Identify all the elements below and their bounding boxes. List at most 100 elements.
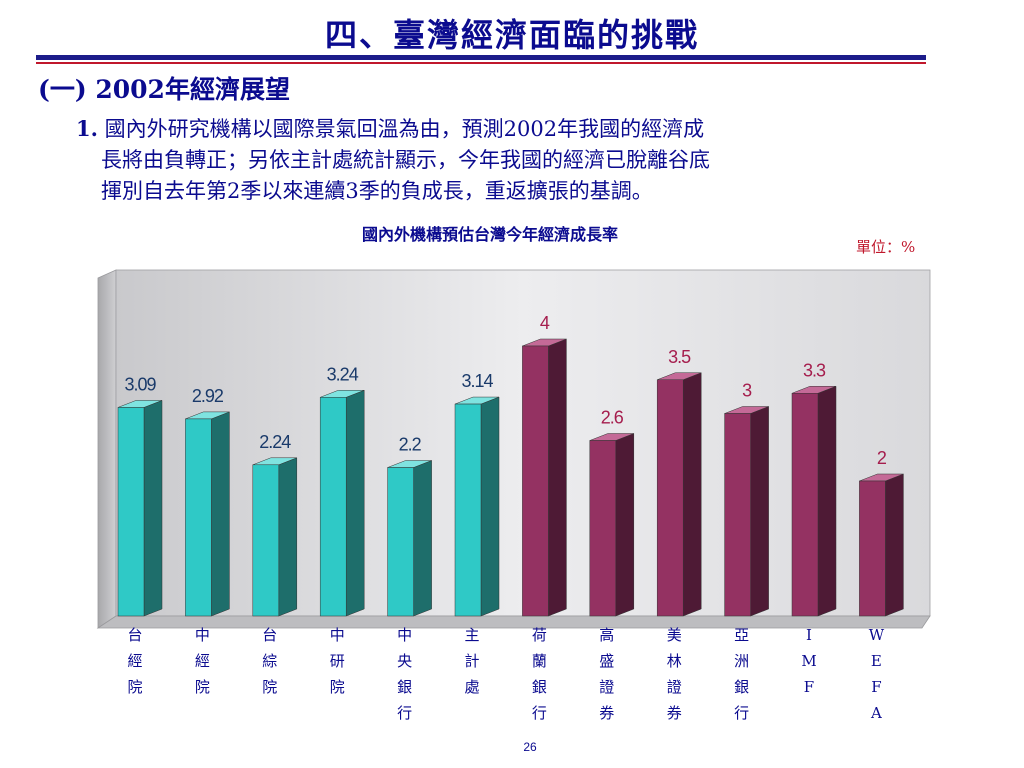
- value-label: 2.92: [192, 386, 224, 406]
- value-label: 3.14: [461, 371, 493, 391]
- title-divider-accent: [36, 62, 926, 64]
- paragraph-line-1-text: 國內外研究機構以國際景氣回溫為由，預測2002年我國的經濟成: [104, 117, 705, 141]
- category-label-char: 銀: [397, 678, 412, 696]
- bar-front-face: [656, 379, 684, 617]
- category-label-char: 研: [330, 652, 345, 670]
- category-label-char: 院: [262, 678, 277, 696]
- bar-side-face: [548, 338, 567, 617]
- category-label-char: 央: [397, 652, 412, 670]
- category-label-char: E: [871, 652, 882, 670]
- bar: [454, 396, 500, 617]
- category-labels: 台經院中經院台綜院中研院中央銀行主計處荷蘭銀行高盛證券美林證券亞洲銀行IMFWE…: [127, 626, 884, 722]
- paragraph-line-1: 1. 國內外研究機構以國際景氣回溫為由，預測2002年我國的經濟成: [76, 113, 956, 145]
- category-label-char: 院: [330, 678, 345, 696]
- category-label-char: 美: [667, 626, 682, 644]
- bar-front-face: [185, 418, 212, 617]
- bar-side-face: [480, 396, 500, 617]
- chart-unit-label: 單位：%: [856, 238, 916, 256]
- paragraph-number: 1.: [76, 116, 98, 141]
- category-label-char: 洲: [734, 652, 749, 670]
- bar-side-face: [345, 389, 365, 617]
- value-label: 3.09: [124, 374, 156, 394]
- category-label-char: 券: [667, 704, 682, 722]
- category-label-char: 院: [127, 678, 142, 696]
- category-label-char: 亞: [734, 626, 749, 644]
- category-label-char: A: [870, 704, 882, 722]
- bar: [724, 406, 769, 617]
- category-label-char: 荷: [532, 626, 547, 644]
- category-label-char: 銀: [532, 678, 547, 696]
- bar-side-face: [413, 460, 432, 617]
- category-label-char: 證: [667, 678, 682, 696]
- bar: [589, 433, 635, 617]
- section-heading: (一) 2002年經濟展望: [38, 75, 290, 104]
- slide-title: 四、臺灣經濟面臨的挑戰: [324, 16, 699, 54]
- category-label-char: 經: [195, 652, 210, 670]
- category-label-char: 高: [599, 626, 614, 644]
- bar-front-face: [454, 403, 482, 617]
- category-label-char: 台: [262, 626, 277, 644]
- bar: [522, 338, 567, 617]
- bar-side-face: [817, 385, 837, 617]
- value-label: 2.24: [259, 432, 291, 452]
- bar-side-face: [615, 433, 635, 617]
- category-label-char: 主: [464, 626, 479, 644]
- bar-side-face: [885, 473, 904, 617]
- bar-side-face: [278, 457, 298, 617]
- value-label: 3.5: [668, 347, 691, 367]
- bar-front-face: [724, 413, 751, 617]
- bar-side-face: [211, 411, 230, 617]
- bar-front-face: [589, 440, 617, 617]
- bar: [387, 460, 432, 617]
- bar-front-face: [252, 464, 280, 617]
- bar-front-face: [387, 467, 414, 617]
- bar-side-face: [750, 406, 769, 617]
- body-paragraph: 1. 國內外研究機構以國際景氣回溫為由，預測2002年我國的經濟成 長將由負轉正…: [76, 113, 956, 207]
- category-label-char: M: [801, 652, 816, 670]
- bar: [185, 411, 230, 617]
- bar: [859, 473, 904, 617]
- category-label-char: 中: [330, 626, 345, 644]
- bar-side-face: [143, 400, 163, 617]
- paragraph-line-3: 揮別自去年第2季以來連續3季的負成長，重返擴張的基調。: [101, 179, 653, 203]
- category-label-char: 行: [734, 704, 749, 722]
- category-label-char: 院: [195, 678, 210, 696]
- plot-side-wall: [97, 269, 117, 629]
- value-label: 2.6: [601, 408, 624, 428]
- bar: [252, 457, 298, 617]
- category-label-char: 行: [397, 704, 412, 722]
- bar-front-face: [522, 345, 549, 617]
- plot-floor: [96, 615, 931, 629]
- value-label: 2: [877, 448, 887, 468]
- value-label: 2.2: [399, 435, 422, 455]
- bar-front-face: [791, 393, 819, 617]
- category-label-char: 中: [397, 626, 412, 644]
- category-label-char: I: [806, 626, 812, 644]
- bar: [319, 389, 365, 617]
- category-label-char: W: [869, 626, 885, 644]
- value-label: 3.3: [803, 360, 826, 380]
- paragraph-line-2: 長將由負轉正；另依主計處統計顯示，今年我國的經濟已脫離谷底: [101, 148, 710, 172]
- bar-front-face: [319, 397, 347, 617]
- category-label-char: 盛: [599, 652, 614, 670]
- value-label: 3: [742, 381, 752, 401]
- value-labels: 3.09 2.92 2.24 3.24 2.2 3.14 4 2.6 3.5 3 3.3 2: [124, 313, 887, 468]
- category-label-char: 中: [195, 626, 210, 644]
- category-label-char: 林: [667, 652, 682, 670]
- value-label: 3.24: [327, 364, 359, 384]
- page-number: 26: [523, 740, 537, 754]
- category-label-char: 台: [127, 626, 142, 644]
- bar-series: [117, 338, 904, 617]
- category-label-char: 銀: [734, 678, 749, 696]
- category-label-char: 綜: [262, 652, 277, 670]
- bar: [791, 385, 837, 617]
- value-label: 4: [540, 313, 550, 333]
- category-label-char: F: [804, 678, 814, 696]
- category-label-char: 券: [599, 704, 614, 722]
- category-label-char: 證: [599, 678, 614, 696]
- category-label-char: 經: [127, 652, 142, 670]
- chart-title: 國內外機構預估台灣今年經濟成長率: [361, 225, 618, 244]
- bar-front-face: [117, 407, 145, 617]
- category-label-char: 蘭: [532, 652, 547, 670]
- bar-front-face: [859, 480, 886, 617]
